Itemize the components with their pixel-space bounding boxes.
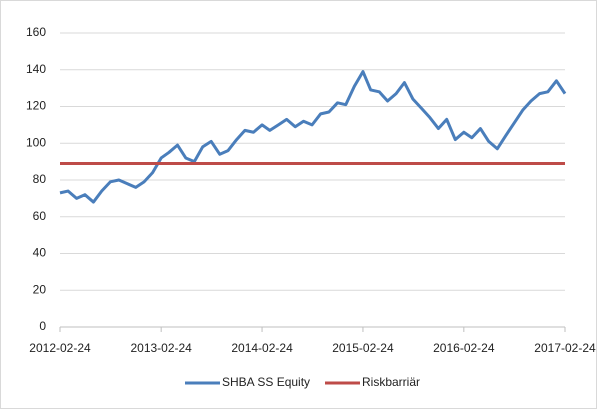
y-tick-label: 20 (33, 282, 47, 296)
y-tick-label: 120 (26, 99, 46, 113)
x-tick-label: 2016-02-24 (433, 341, 495, 355)
x-tick-label: 2013-02-24 (130, 341, 192, 355)
x-tick-label: 2017-02-24 (534, 341, 596, 355)
x-tick-label: 2015-02-24 (332, 341, 394, 355)
x-tick-label: 2014-02-24 (231, 341, 293, 355)
x-tick-label: 2012-02-24 (29, 341, 91, 355)
series-line (59, 70, 567, 204)
y-tick-label: 160 (26, 25, 46, 39)
y-tick-label: 100 (26, 135, 46, 149)
y-tick-label: 40 (33, 246, 47, 260)
y-tick-label: 140 (26, 62, 46, 76)
legend-label: Riskbarriär (362, 375, 420, 389)
y-tick-label: 60 (33, 209, 47, 223)
legend-label: SHBA SS Equity (222, 375, 310, 389)
y-tick-label: 0 (39, 319, 46, 333)
y-tick-label: 80 (33, 172, 47, 186)
